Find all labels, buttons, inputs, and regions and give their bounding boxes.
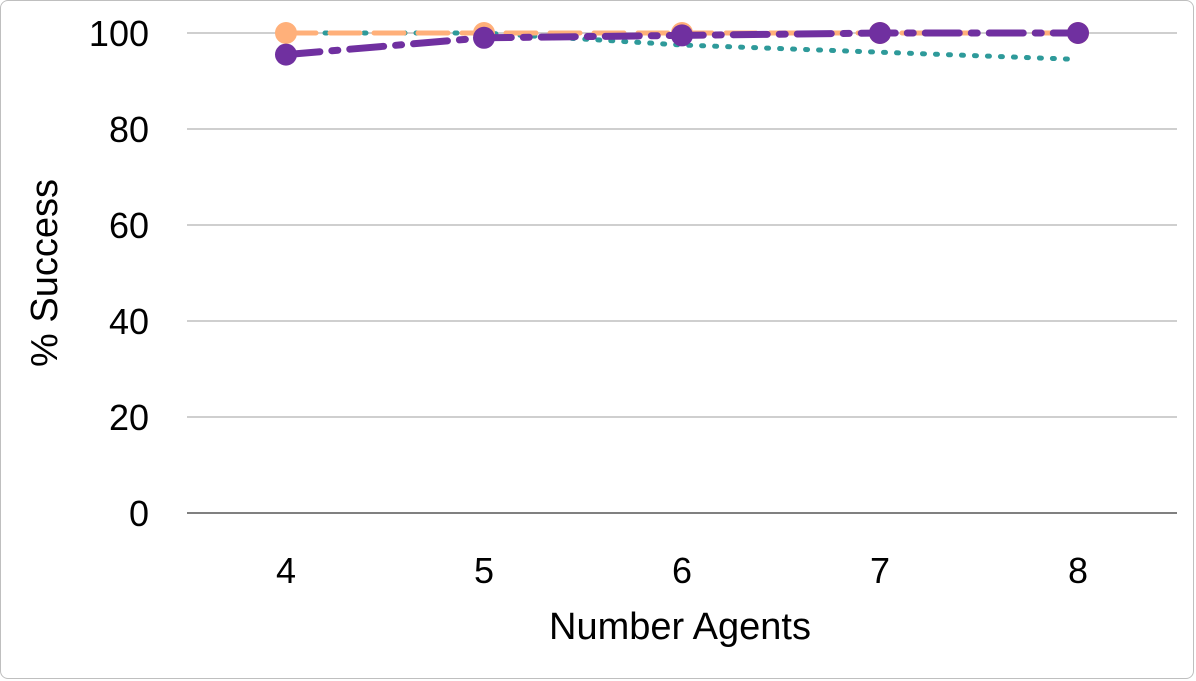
- x-tick-label: 5: [474, 550, 494, 591]
- y-tick-label: 60: [109, 205, 149, 246]
- x-tick-label: 8: [1068, 550, 1088, 591]
- data-point: [473, 26, 495, 49]
- y-tick-labels: 0 20 40 60 80 100: [89, 13, 149, 534]
- x-tick-labels: 4 5 6 7 8: [276, 550, 1088, 591]
- y-tick-label: 40: [109, 301, 149, 342]
- data-point: [275, 22, 297, 44]
- y-tick-label: 100: [89, 13, 149, 54]
- data-point: [275, 43, 297, 66]
- y-tick-label: 20: [109, 397, 149, 438]
- series-3: [275, 22, 1089, 66]
- x-tick-label: 6: [672, 550, 692, 591]
- y-axis-title: % Success: [24, 179, 66, 367]
- gridlines: [187, 32, 1177, 418]
- data-point: [869, 22, 891, 44]
- x-tick-label: 7: [870, 550, 890, 591]
- series-layer: [275, 22, 1089, 66]
- x-axis-title: Number Agents: [549, 606, 811, 648]
- data-point: [671, 24, 693, 47]
- x-tick-label: 4: [276, 550, 296, 591]
- data-point: [1067, 22, 1089, 44]
- y-tick-label: 0: [129, 493, 149, 534]
- y-tick-label: 80: [109, 109, 149, 150]
